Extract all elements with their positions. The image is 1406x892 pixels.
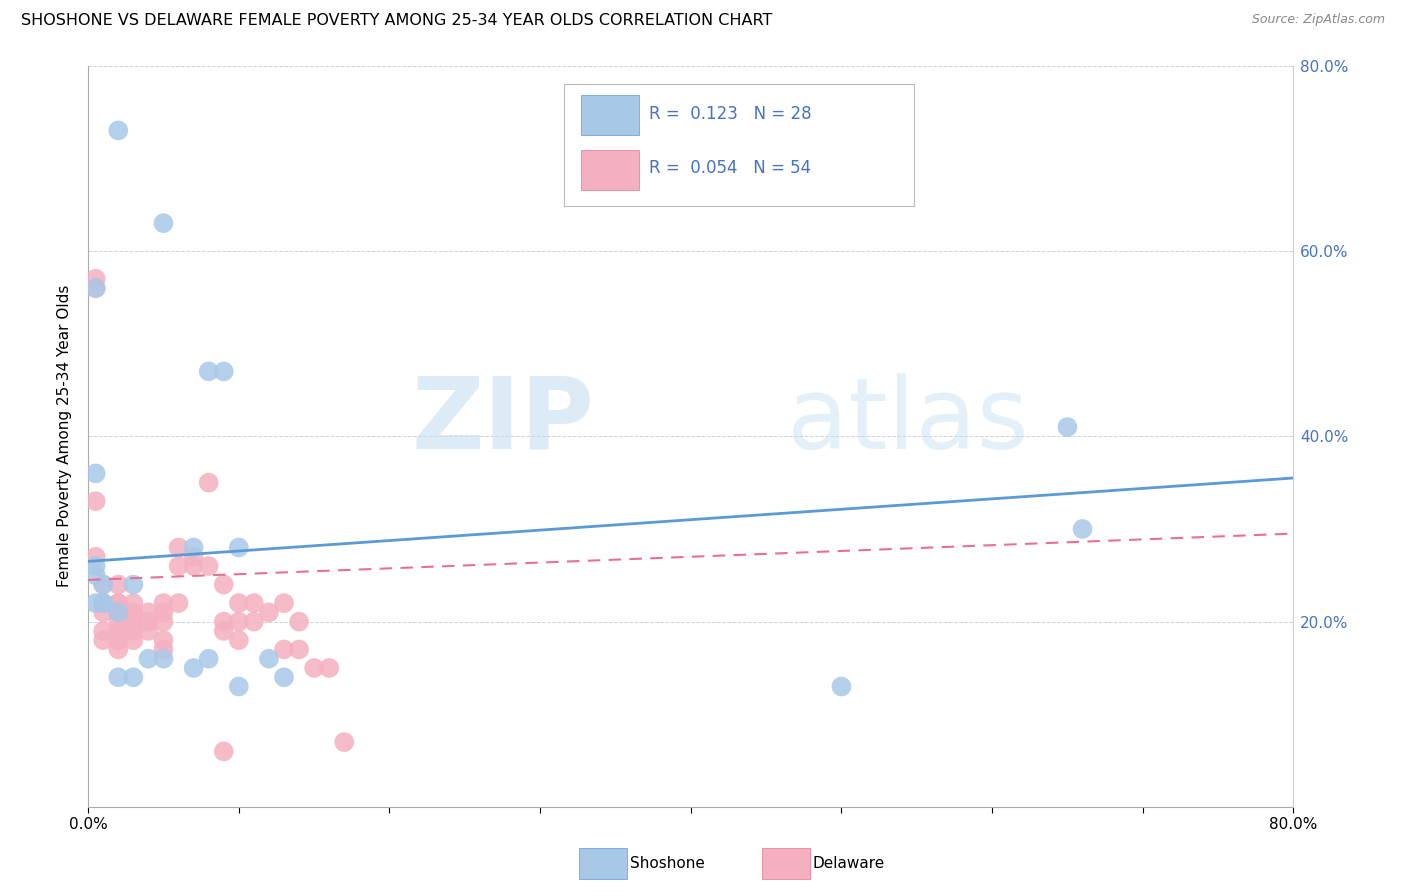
Point xyxy=(183,559,205,574)
FancyBboxPatch shape xyxy=(581,95,638,135)
Point xyxy=(197,559,219,574)
Point xyxy=(91,577,114,591)
Point xyxy=(122,633,145,648)
Point xyxy=(84,281,107,295)
Point xyxy=(183,549,205,564)
Point xyxy=(183,541,205,555)
Point xyxy=(107,606,129,620)
Point xyxy=(197,651,219,665)
Point xyxy=(152,596,174,610)
Point xyxy=(122,577,145,591)
Point xyxy=(122,615,145,629)
Point xyxy=(228,615,250,629)
Point xyxy=(167,559,190,574)
Point xyxy=(1056,420,1078,434)
Point xyxy=(1071,522,1094,536)
Point xyxy=(257,651,280,665)
Point xyxy=(91,596,114,610)
Point xyxy=(243,615,266,629)
Point xyxy=(228,541,250,555)
Point xyxy=(91,606,114,620)
Point xyxy=(107,596,129,610)
Point xyxy=(107,596,129,610)
Point xyxy=(273,670,295,684)
Point xyxy=(273,596,295,610)
FancyBboxPatch shape xyxy=(581,150,638,190)
Point xyxy=(152,216,174,230)
Point xyxy=(91,624,114,638)
Text: R =  0.123   N = 28: R = 0.123 N = 28 xyxy=(648,104,811,123)
Point xyxy=(212,744,235,758)
Text: Delaware: Delaware xyxy=(813,856,884,871)
Point xyxy=(122,624,145,638)
Point xyxy=(152,642,174,657)
Point xyxy=(212,615,235,629)
Point xyxy=(228,596,250,610)
Point xyxy=(84,467,107,481)
Point xyxy=(84,596,107,610)
Point xyxy=(138,606,160,620)
Point xyxy=(84,281,107,295)
Point xyxy=(107,606,129,620)
Point xyxy=(107,670,129,684)
Y-axis label: Female Poverty Among 25-34 Year Olds: Female Poverty Among 25-34 Year Olds xyxy=(58,285,72,588)
Point xyxy=(84,271,107,285)
Point xyxy=(107,642,129,657)
Point xyxy=(122,670,145,684)
Point xyxy=(167,596,190,610)
Point xyxy=(830,680,852,694)
Point xyxy=(91,577,114,591)
Point xyxy=(212,364,235,378)
Point xyxy=(122,596,145,610)
Point xyxy=(152,606,174,620)
Point xyxy=(107,624,129,638)
Text: SHOSHONE VS DELAWARE FEMALE POVERTY AMONG 25-34 YEAR OLDS CORRELATION CHART: SHOSHONE VS DELAWARE FEMALE POVERTY AMON… xyxy=(21,13,772,29)
Point xyxy=(122,606,145,620)
FancyBboxPatch shape xyxy=(564,84,914,206)
Point xyxy=(138,615,160,629)
Point xyxy=(288,615,311,629)
Point xyxy=(152,633,174,648)
Point xyxy=(183,661,205,675)
Point xyxy=(138,624,160,638)
Text: Source: ZipAtlas.com: Source: ZipAtlas.com xyxy=(1251,13,1385,27)
Point xyxy=(152,615,174,629)
Point xyxy=(138,651,160,665)
Point xyxy=(84,568,107,582)
Point xyxy=(167,541,190,555)
Point xyxy=(107,123,129,137)
Point xyxy=(84,549,107,564)
Text: ZIP: ZIP xyxy=(412,373,595,470)
Point xyxy=(91,596,114,610)
Point xyxy=(243,596,266,610)
Point xyxy=(197,364,219,378)
Text: R =  0.054   N = 54: R = 0.054 N = 54 xyxy=(648,159,811,177)
Point xyxy=(84,494,107,508)
Point xyxy=(228,633,250,648)
Point xyxy=(333,735,356,749)
Point xyxy=(107,633,129,648)
Point xyxy=(152,651,174,665)
Point xyxy=(212,624,235,638)
Point xyxy=(84,559,107,574)
Point xyxy=(228,680,250,694)
Point xyxy=(212,577,235,591)
Point xyxy=(91,596,114,610)
Text: atlas: atlas xyxy=(787,373,1029,470)
Point xyxy=(107,615,129,629)
Point xyxy=(91,633,114,648)
Point xyxy=(257,606,280,620)
Text: Shoshone: Shoshone xyxy=(630,856,704,871)
Point xyxy=(197,475,219,490)
Point xyxy=(107,577,129,591)
Point xyxy=(302,661,325,675)
Point xyxy=(288,642,311,657)
Point xyxy=(318,661,340,675)
Point xyxy=(273,642,295,657)
